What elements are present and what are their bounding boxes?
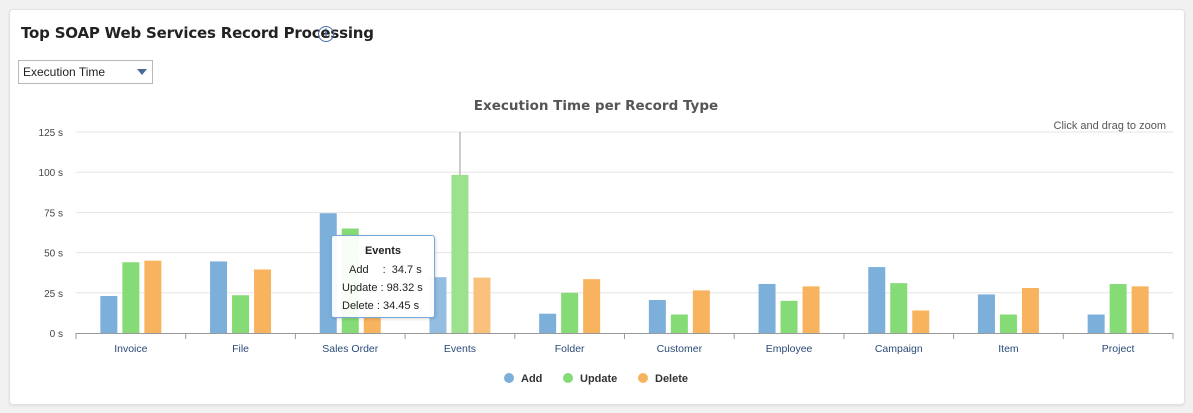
bar-add xyxy=(539,313,557,333)
bar-update xyxy=(999,314,1017,333)
bar-update xyxy=(122,262,140,333)
chart-card: Top SOAP Web Services Record Processing … xyxy=(9,9,1185,405)
x-tick-label: Folder xyxy=(555,343,585,355)
x-tick-label: Project xyxy=(1102,343,1135,355)
legend-marker-update xyxy=(563,373,573,383)
x-tick-label: Sales Order xyxy=(322,343,379,355)
tooltip-row-add: Add : 34.7 s xyxy=(349,264,422,276)
x-tick-label: Item xyxy=(998,343,1019,355)
bar-update xyxy=(561,292,579,333)
metric-select-value: Execution Time xyxy=(23,65,106,79)
bar-delete xyxy=(1021,287,1039,333)
card-title: Top SOAP Web Services Record Processing xyxy=(21,24,374,42)
bar-add xyxy=(100,296,118,333)
legend-marker-delete xyxy=(638,373,648,383)
tooltip-value: 98.32 s xyxy=(386,282,423,294)
bar-delete xyxy=(802,286,820,333)
bar-delete xyxy=(473,277,491,333)
chevron-down-icon xyxy=(137,69,147,75)
tooltip-value: 34.7 s xyxy=(391,264,422,276)
bar-delete xyxy=(363,313,381,333)
tooltip-label: Update xyxy=(342,282,378,294)
bar-update xyxy=(890,283,908,333)
metric-select[interactable]: Execution Time xyxy=(18,60,153,84)
bar-update xyxy=(232,295,250,333)
y-axis: 0 s 25 s 50 s 75 s 100 s 125 s xyxy=(39,128,63,340)
tooltip-row-update: Update : 98.32 s xyxy=(342,282,423,294)
bar-series xyxy=(100,174,1149,333)
legend-label: Update xyxy=(580,373,617,385)
tooltip-label: Add xyxy=(349,264,369,276)
y-tick-label: 25 s xyxy=(44,289,63,300)
legend-marker-add xyxy=(504,373,514,383)
bar-delete xyxy=(912,310,930,333)
bar-delete xyxy=(1131,286,1149,333)
bar-update xyxy=(1109,283,1127,333)
zoom-hint: Click and drag to zoom xyxy=(1054,120,1167,132)
tooltip-label: Delete xyxy=(342,300,374,312)
tooltip-row-delete: Delete : 34.45 s xyxy=(342,300,419,312)
chart-title: Execution Time per Record Type xyxy=(474,98,718,114)
bar-add xyxy=(210,261,228,333)
legend: Add Update Delete xyxy=(504,373,688,385)
bar-add xyxy=(868,267,886,333)
y-tick-label: 75 s xyxy=(44,208,63,219)
tooltip-sep: : xyxy=(376,300,380,312)
bar-add xyxy=(977,294,995,333)
bar-delete xyxy=(254,269,272,333)
bar-add xyxy=(758,283,776,333)
legend-label: Delete xyxy=(655,373,688,385)
x-tick-label: Customer xyxy=(657,343,703,355)
bar-update xyxy=(780,300,798,333)
bar-delete xyxy=(583,279,601,333)
x-tick-label: Employee xyxy=(766,343,813,355)
y-tick-label: 0 s xyxy=(50,329,63,340)
tooltip-title: Events xyxy=(364,245,402,257)
y-tick-label: 50 s xyxy=(44,249,63,260)
tooltip: Events Add : 34.7 s Update : 98.32 s Del… xyxy=(331,235,435,318)
tooltip-sep: : xyxy=(380,282,384,294)
grid-lines xyxy=(76,131,1173,333)
legend-label: Add xyxy=(521,373,542,385)
tooltip-sep: : xyxy=(382,264,386,276)
x-tick-label: File xyxy=(232,343,249,355)
bar-add xyxy=(1087,314,1105,333)
x-tick-label: Invoice xyxy=(114,343,147,355)
x-tick-label: Campaign xyxy=(875,343,923,355)
info-icon[interactable]: i xyxy=(318,26,334,42)
y-tick-label: 125 s xyxy=(39,128,63,139)
bar-update xyxy=(670,314,688,333)
bar-delete xyxy=(692,290,710,333)
y-tick-label: 100 s xyxy=(39,168,63,179)
x-axis: Invoice File Sales Order Events Folder Custom… xyxy=(75,333,1174,355)
bar-delete xyxy=(144,260,162,333)
bar-update xyxy=(451,174,469,333)
bar-add xyxy=(648,300,666,333)
tooltip-value: 34.45 s xyxy=(382,300,420,312)
x-tick-label: Events xyxy=(444,343,476,355)
